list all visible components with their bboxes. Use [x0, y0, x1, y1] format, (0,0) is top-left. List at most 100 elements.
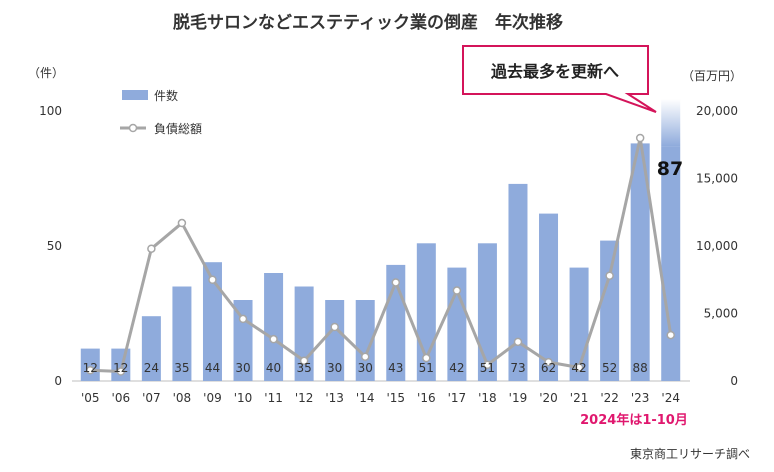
bar: [264, 273, 284, 381]
bar-value-label: 12: [83, 361, 98, 375]
left-axis-unit: （件）: [28, 66, 64, 80]
footnote-2024: 2024年は1-10月: [580, 412, 688, 428]
bar: [202, 262, 222, 381]
legend-bar-label: 件数: [154, 88, 178, 103]
callout-shape: [462, 45, 657, 113]
bar: [630, 143, 650, 381]
line-series: [86, 133, 675, 376]
bar-series: [80, 98, 681, 381]
bar-value-label: 35: [296, 361, 311, 375]
bar: [600, 240, 620, 381]
x-tick-label: '10: [234, 391, 253, 405]
x-tick-label: '24: [661, 391, 680, 405]
line-point: [269, 334, 278, 344]
line-point: [574, 363, 584, 372]
legend: 件数 負債総額: [120, 88, 202, 136]
left-tick-label: 100: [39, 104, 62, 118]
x-tick-label: '14: [356, 391, 375, 405]
bar: [447, 267, 467, 381]
right-axis-ticks: 0 5,000 10,000 15,000 20,000: [696, 104, 738, 388]
line-point: [299, 356, 309, 365]
bar-value-label: 73: [510, 361, 525, 375]
bar-value-label: 51: [419, 361, 434, 375]
right-tick-label: 5,000: [704, 307, 738, 321]
line-point: [208, 275, 217, 284]
bar-value-label: 52: [602, 361, 617, 375]
bar-value-label: 51: [480, 361, 495, 375]
bar-value-label: 30: [358, 361, 373, 375]
line-point: [452, 286, 462, 295]
right-tick-label: 15,000: [696, 172, 738, 186]
bar: [80, 348, 100, 381]
x-tick-label: '18: [478, 391, 497, 405]
bar: [141, 316, 161, 381]
bar-value-label: 43: [388, 361, 403, 375]
bar: [539, 213, 559, 381]
x-tick-label: '17: [448, 391, 467, 405]
source-note: 東京商工リサーチ調べ: [630, 446, 750, 461]
bar-value-label: 30: [235, 361, 250, 375]
left-tick-label: 50: [47, 239, 62, 253]
bar-value-label: 44: [205, 361, 220, 375]
x-tick-label: '15: [386, 391, 405, 405]
x-tick-label: '20: [539, 391, 558, 405]
x-tick-label: '12: [295, 391, 314, 405]
bar-value-label: 12: [113, 361, 128, 375]
bar: [355, 300, 375, 381]
x-tick-label: '07: [142, 391, 161, 405]
bar: [477, 243, 497, 381]
line-point: [544, 357, 553, 367]
legend-line-marker: [128, 123, 138, 133]
line-point: [330, 322, 339, 332]
bar-value-label: 42: [571, 361, 586, 375]
line-point: [86, 365, 95, 375]
bar-value-label: 40: [266, 361, 281, 375]
right-axis-unit: （百万円）: [682, 69, 742, 83]
line-point: [147, 244, 156, 253]
line-point: [635, 133, 645, 143]
left-tick-label: 0: [54, 374, 62, 388]
x-tick-label: '16: [417, 391, 436, 405]
x-axis-ticks: '05 '06 '07 '08 '09 '10 '11 '12 '13 '14 '15 '16 '17 '…: [81, 391, 680, 405]
bar-value-labels: 12 12 24 35 44 30 40 35 30 30 43 51 42 51 73 62 42 52 88: [83, 361, 648, 375]
bar: [508, 183, 528, 381]
legend-bar-swatch: [122, 90, 148, 100]
callout-box: 過去最多を更新へ: [462, 45, 657, 113]
line-point: [666, 330, 675, 340]
highlight-value-2024: 87: [657, 158, 683, 180]
x-tick-label: '13: [325, 391, 344, 405]
x-tick-label: '05: [81, 391, 100, 405]
bar-fade-extension: [661, 98, 681, 147]
line-point: [483, 360, 492, 370]
line-point: [391, 278, 401, 287]
bar-value-label: 62: [541, 361, 556, 375]
line-point: [513, 337, 523, 347]
x-tick-label: '21: [570, 391, 589, 405]
bar-value-label: 35: [174, 361, 189, 375]
bar-value-label: 30: [327, 361, 342, 375]
line-path: [90, 136, 673, 374]
bar-value-label: 42: [449, 361, 464, 375]
x-tick-label: '06: [112, 391, 131, 405]
x-tick-label: '23: [631, 391, 650, 405]
bar-value-label: 24: [144, 361, 159, 375]
line-point: [177, 218, 187, 228]
right-tick-label: 20,000: [696, 104, 738, 118]
line-point: [116, 367, 126, 376]
line-point: [360, 352, 370, 361]
line-point: [605, 271, 614, 280]
bar: [661, 146, 681, 381]
chart-title: 脱毛サロンなどエステティック業の倒産 年次推移: [173, 12, 563, 33]
legend-line-label: 負債総額: [154, 121, 202, 136]
bar: [172, 286, 192, 381]
x-tick-label: '22: [600, 391, 619, 405]
left-axis-ticks: 0 50 100: [39, 104, 62, 388]
bar: [325, 300, 345, 381]
line-point: [422, 353, 431, 363]
x-tick-label: '11: [264, 391, 283, 405]
x-tick-label: '09: [203, 391, 222, 405]
x-tick-label: '19: [509, 391, 528, 405]
right-tick-label: 0: [730, 374, 738, 388]
right-tick-label: 10,000: [696, 239, 738, 253]
